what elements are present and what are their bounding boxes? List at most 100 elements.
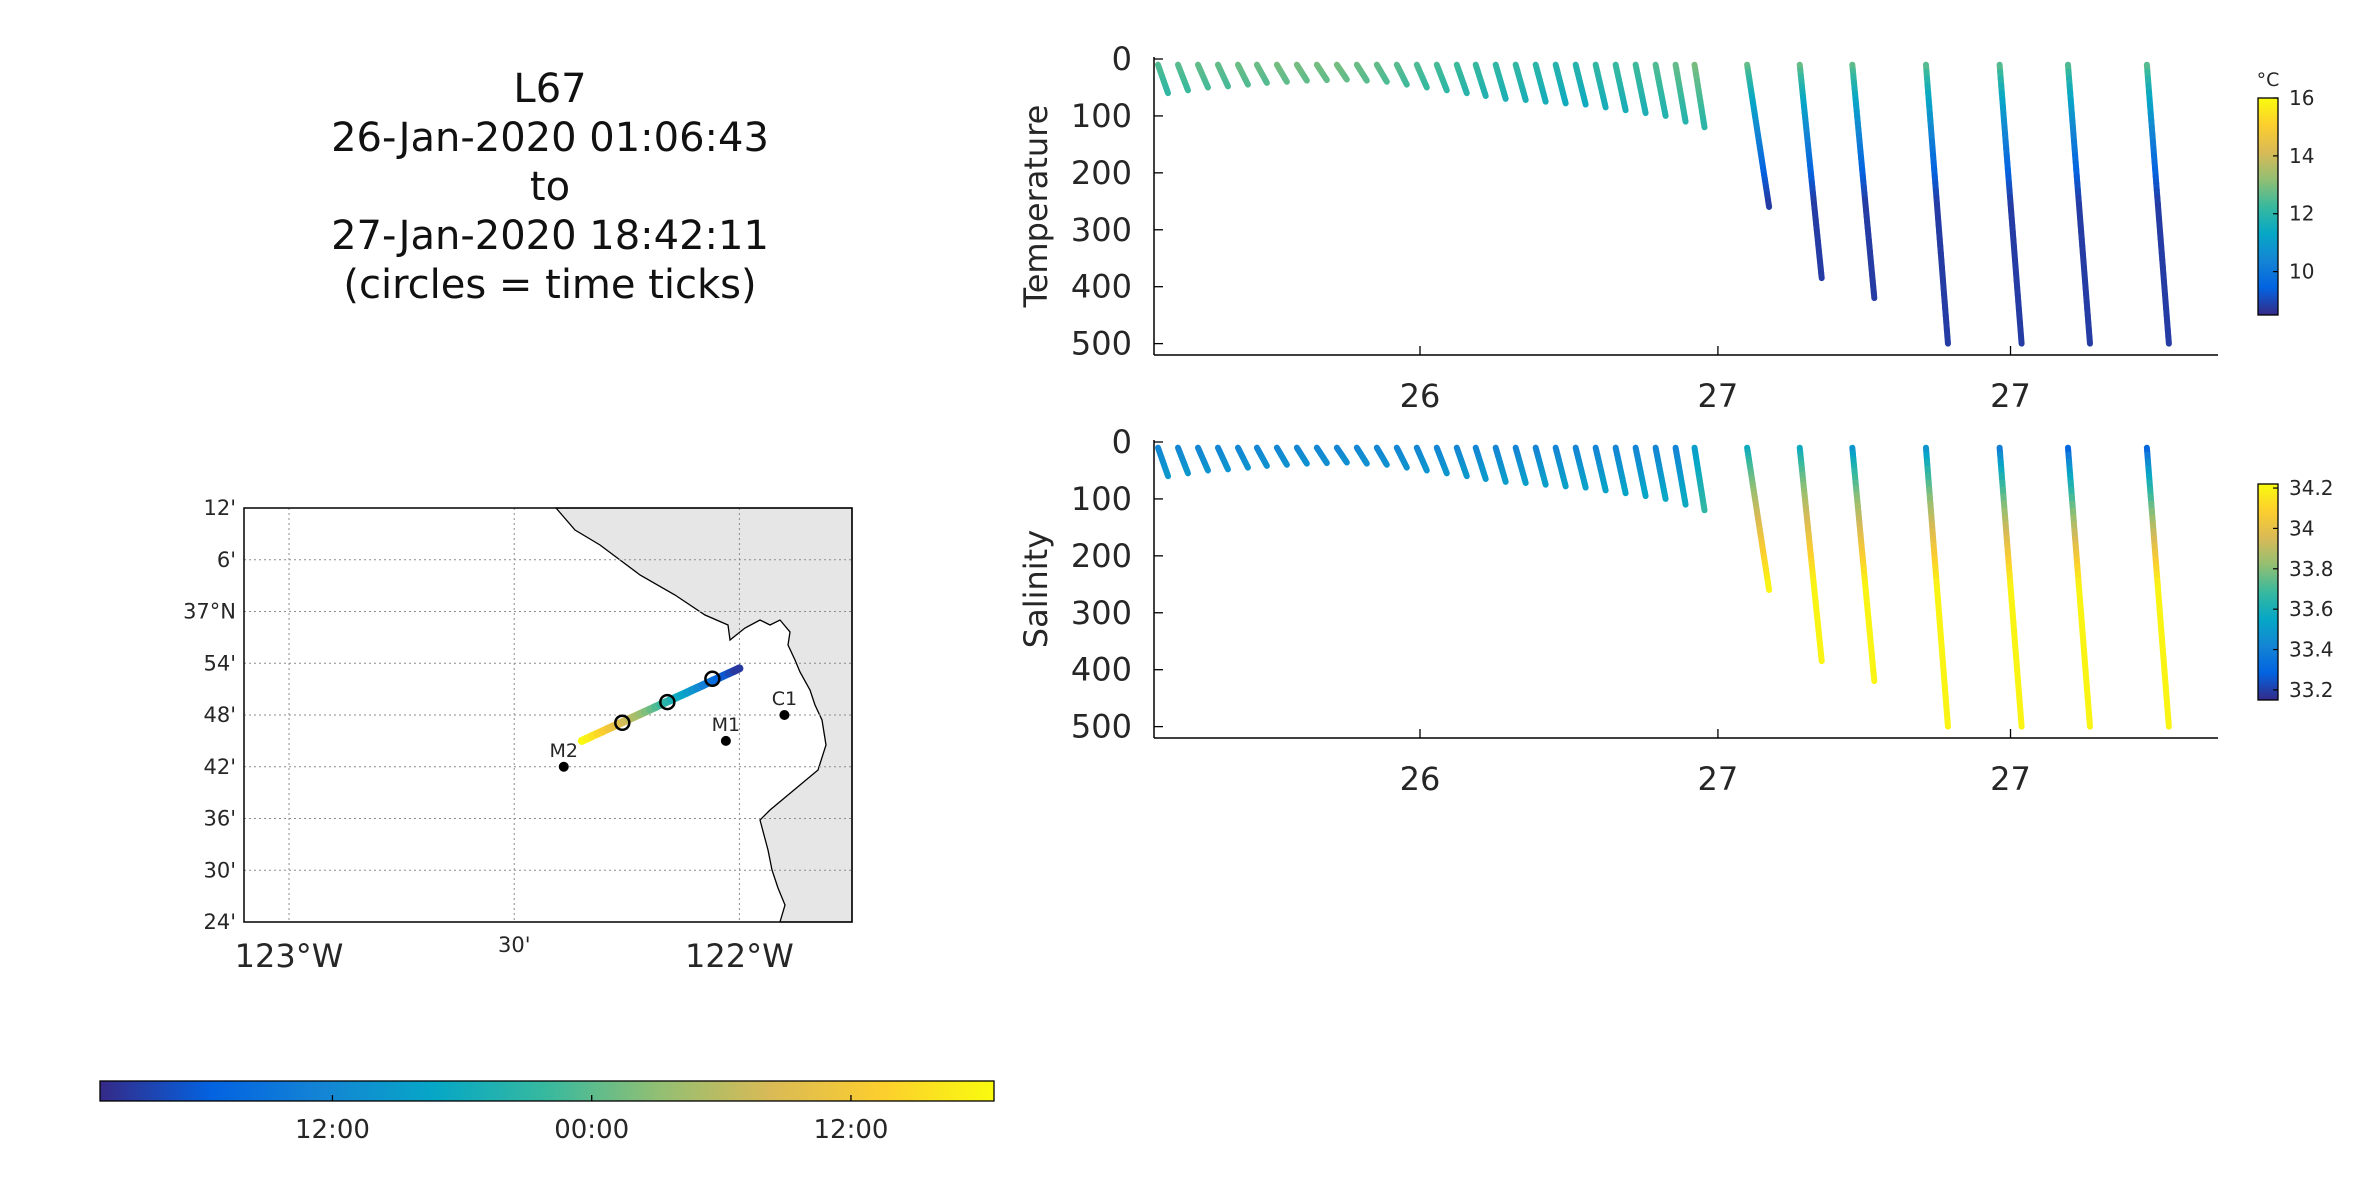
profile-point [1382,460,1390,468]
track-segment [730,664,744,675]
profile-point [1765,583,1773,593]
profile-point [1224,464,1231,473]
profile-point [1263,78,1270,86]
salinity-colorbar-tick-label: 33.4 [2289,638,2334,662]
y-tick-label: 100 [1071,480,1132,518]
profile-point [1661,108,1669,119]
x-tick-label: 26 [1400,377,1441,415]
map-lon-tick-label: 30' [498,933,531,957]
map-lat-tick-label: 42' [204,755,237,779]
y-tick-label: 300 [1071,594,1132,632]
station-marker [779,710,790,720]
profile-point [1481,473,1489,482]
time-colorbar-tick-label: 12:00 [813,1115,888,1145]
profile-point [1521,94,1529,103]
profile-point [1303,76,1310,84]
y-axis-label: Temperature [1017,105,1055,309]
profile-point [1541,478,1549,488]
station-marker [558,761,569,772]
profile-point [1164,87,1171,97]
profile-point [1700,502,1708,514]
y-tick-label: 500 [1071,708,1132,746]
y-tick-label: 200 [1071,154,1132,192]
profile-point [1442,468,1450,477]
salinity-colorbar-tick-label: 34 [2289,516,2314,540]
temperature-colorbar-bar [2257,97,2279,316]
y-tick-label: 500 [1071,325,1132,363]
profile-point [1204,82,1211,91]
profile-point [1422,82,1430,91]
salinity-colorbar-tick-label: 33.6 [2289,597,2334,621]
temperature-colorbar-tick-label: 16 [2289,86,2314,110]
station-label: M1 [712,714,740,736]
y-tick-label: 0 [1112,40,1132,78]
x-tick-label: 27 [1698,760,1739,798]
station-marker [720,735,731,746]
profile-point [1224,81,1231,90]
profile-point [1581,481,1589,491]
profile-point [1621,103,1629,114]
profile-point [1244,79,1251,88]
map-lon-tick-label: 123°W [235,937,344,975]
profile-point [1343,75,1350,83]
figure-title: L67 26-Jan-2020 01:06:43 to 27-Jan-2020 … [220,65,880,310]
title-line-4: 27-Jan-2020 18:42:11 [331,213,769,259]
profile-point [1621,486,1629,497]
profile-point [1818,652,1825,665]
profile-point [1323,75,1330,84]
profile-point [1641,489,1649,500]
profile-point [2086,716,2093,730]
time-tick-circle [614,714,631,732]
time-colorbar-tick-label: 00:00 [554,1115,629,1145]
map-lat-tick-label: 36' [204,807,237,831]
profile-point [1283,460,1290,468]
profile-point [1501,476,1509,485]
profile-point [1501,93,1509,102]
temperature-colorbar-unit-label: °C [2257,69,2280,91]
profile-point [1765,200,1773,210]
map-lat-tick-label: 54' [204,651,237,675]
profile-point [1818,269,1825,282]
profile-point [1362,459,1370,467]
x-tick-label: 27 [1990,760,2031,798]
profile-point [2018,333,2025,347]
profile-point [2165,716,2172,730]
salinity-colorbar-tick-label: 33.8 [2289,557,2334,581]
title-line-3: to [529,164,571,210]
x-tick-label: 26 [1400,760,1441,798]
profile-point [1422,465,1430,474]
profile-point [1601,100,1609,111]
profile-point [1944,716,1951,730]
temperature-colorbar-tick-label: 14 [2289,144,2314,168]
profile-point [1521,477,1529,486]
map-panel: 12' 6' 37°N 54' 48' 42' 36' 30' 24' 123°W 30' 122°W… [183,496,853,975]
profile-point [1681,113,1689,125]
map-lat-tick-label: 30' [204,858,237,882]
salinity-colorbar-bar [2257,483,2279,701]
profile-point [1184,468,1191,477]
profile-point [1681,496,1689,508]
map-lat-tick-label: 6' [217,548,236,572]
profile-point [1462,87,1470,97]
profile-point [1944,333,1951,347]
map-lat-tick-label: 37°N [183,600,236,624]
profile-point [1541,95,1549,105]
profile-point [1641,106,1649,117]
profile-point [1661,491,1669,502]
profile-point [1323,458,1330,467]
y-tick-label: 400 [1071,651,1132,689]
profile-point [1402,462,1410,471]
profile-point [1442,85,1450,94]
y-tick-label: 200 [1071,537,1132,575]
temperature-colorbar-tick-label: 10 [2289,260,2314,284]
time-colorbar-bar [99,1080,995,1102]
profile-point [1362,76,1370,84]
time-tick-circle [659,693,676,711]
profile-point [1462,470,1470,480]
x-tick-label: 27 [1990,377,2031,415]
y-tick-label: 400 [1071,268,1132,306]
land-area [554,507,853,923]
station-label: C1 [772,688,797,710]
map-frame [243,507,853,923]
